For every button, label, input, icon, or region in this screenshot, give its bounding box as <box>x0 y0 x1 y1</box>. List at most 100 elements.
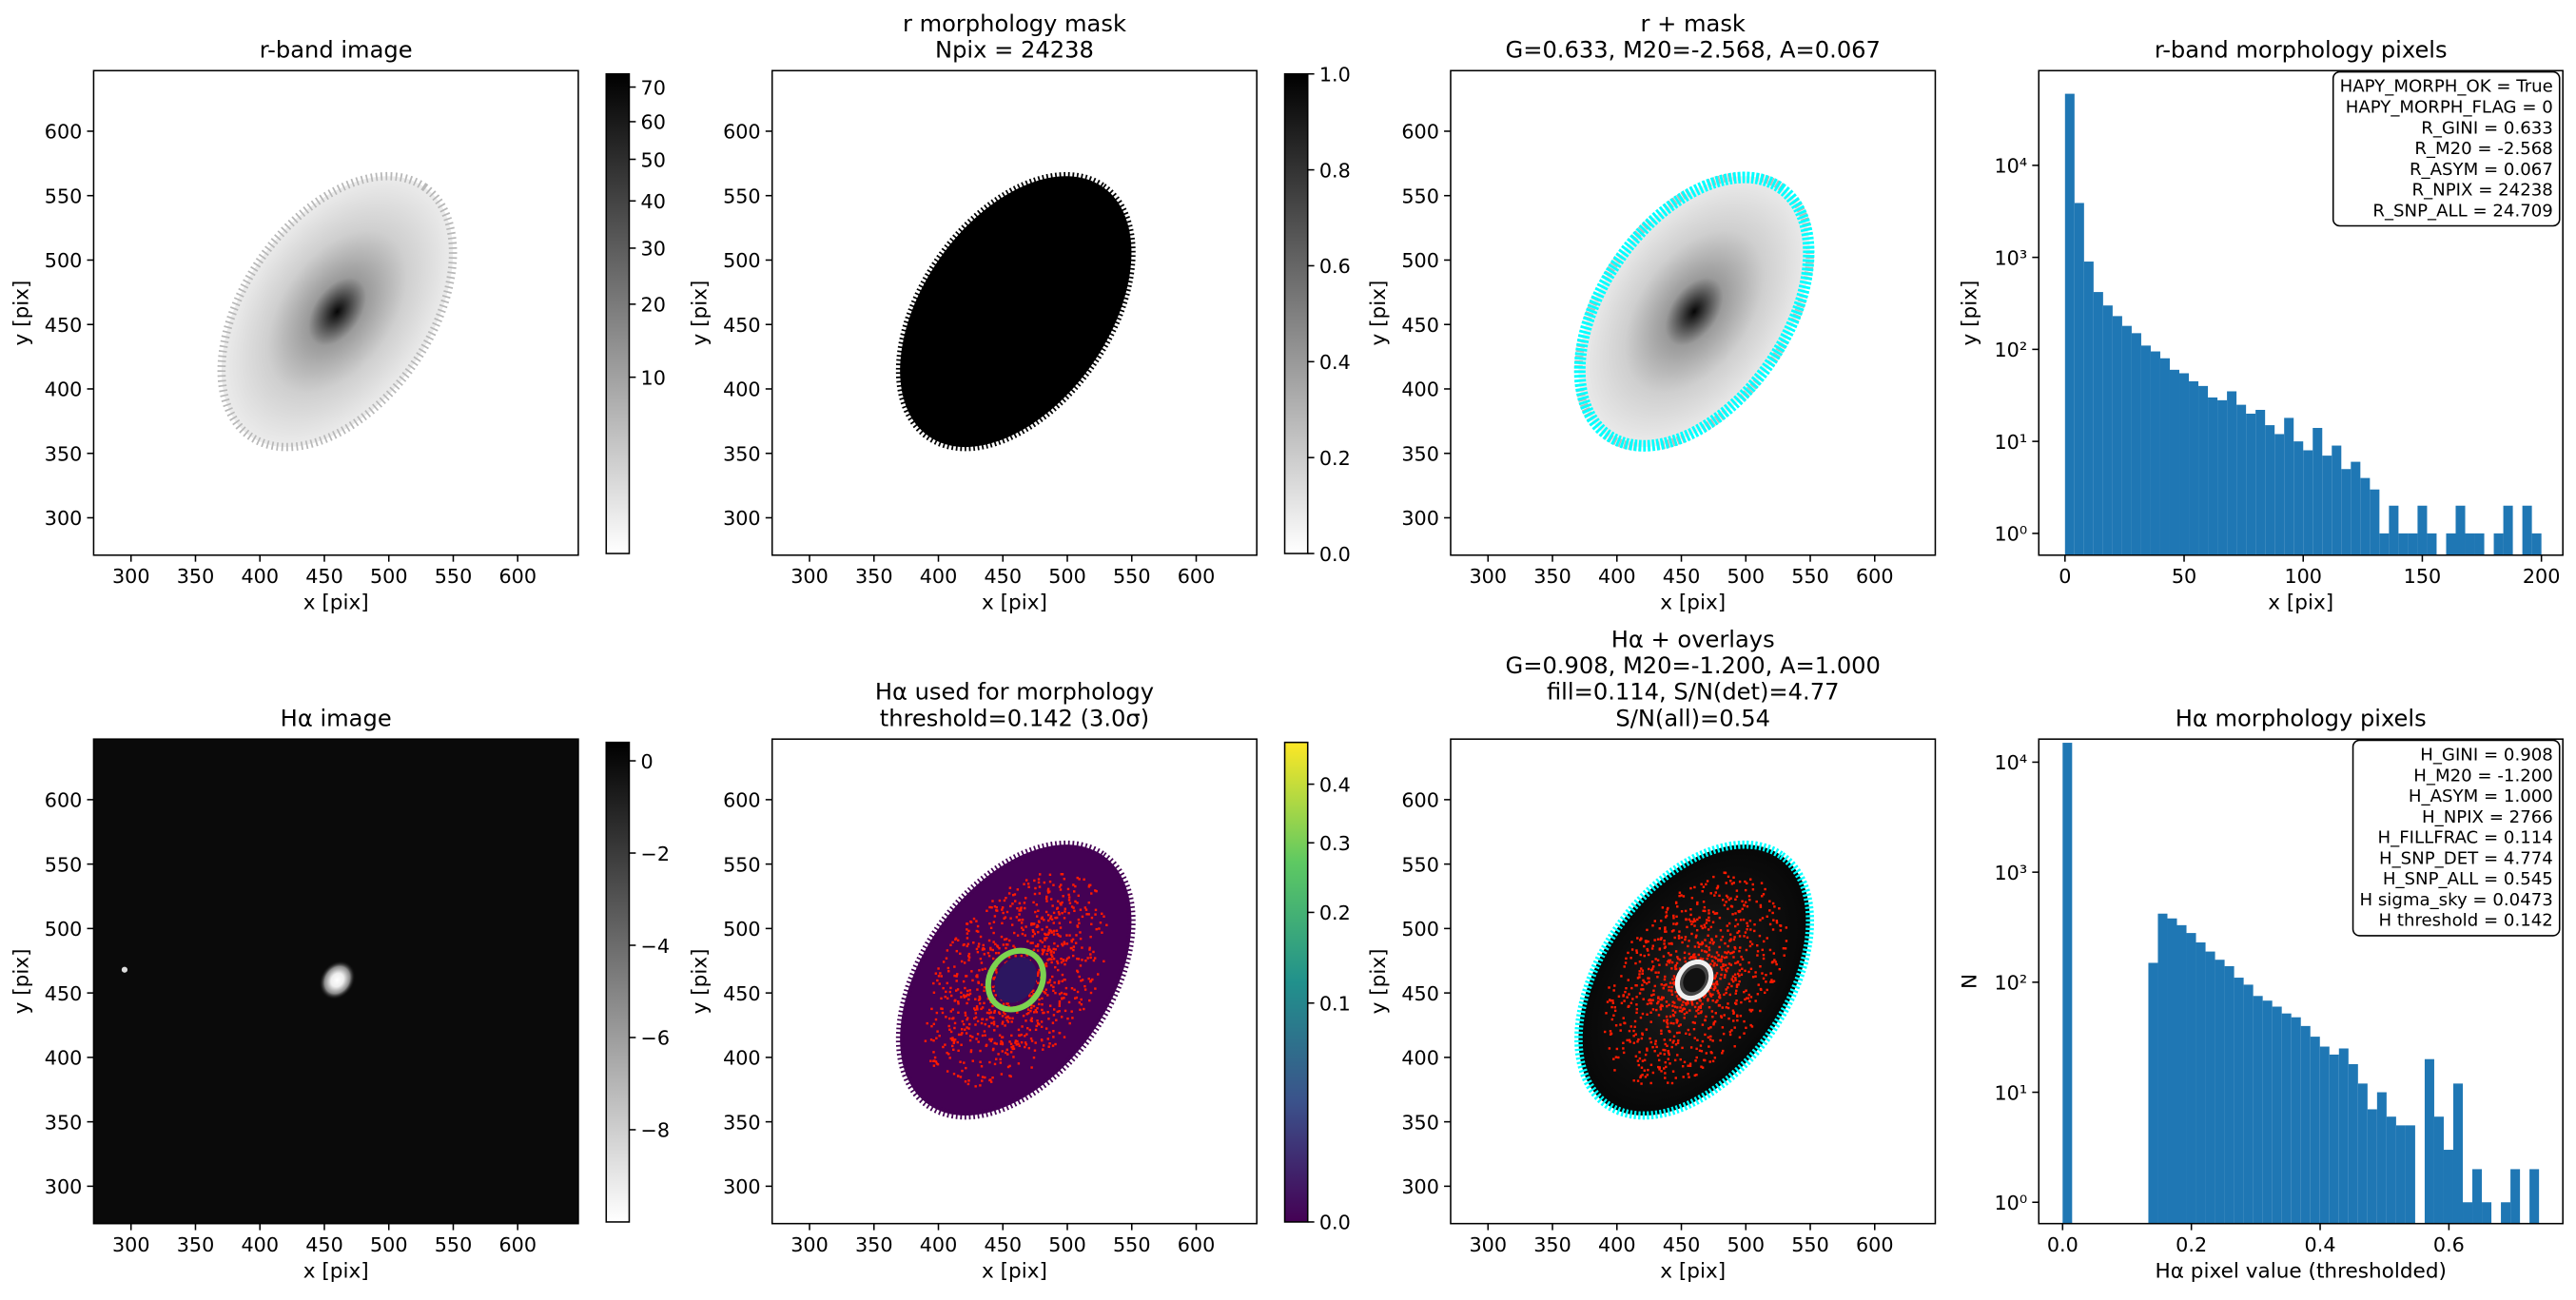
speckle <box>1012 1056 1015 1058</box>
speckle <box>939 972 942 975</box>
speckle <box>1622 1041 1625 1044</box>
speckle <box>1732 938 1736 941</box>
speckle <box>1640 967 1643 970</box>
speckle <box>1645 1028 1649 1031</box>
speckle <box>1685 1032 1688 1036</box>
speckle <box>1066 887 1070 891</box>
speckle <box>951 1008 954 1011</box>
speckle <box>1048 980 1051 984</box>
speckle <box>1727 962 1731 965</box>
y-tick-label: 550 <box>1401 853 1439 876</box>
speckle <box>1782 947 1786 950</box>
bar <box>2510 1169 2521 1224</box>
speckle <box>1699 957 1703 960</box>
speckle <box>1778 907 1781 910</box>
speckle <box>1713 1019 1717 1023</box>
speckle <box>967 998 970 1001</box>
speckle <box>1054 916 1057 920</box>
speckle <box>976 1019 980 1023</box>
speckle <box>1632 1079 1635 1082</box>
speckle <box>1739 919 1743 922</box>
speckle <box>1068 934 1071 937</box>
speckle <box>1014 1041 1017 1044</box>
speckle <box>966 993 969 997</box>
speckle <box>1051 1021 1055 1024</box>
speckle <box>1700 924 1703 928</box>
bar <box>2074 203 2084 555</box>
speckle <box>1671 978 1674 980</box>
speckle <box>1677 937 1681 940</box>
speckle <box>1678 967 1682 970</box>
speckle <box>1041 1038 1044 1042</box>
speckle <box>1729 897 1732 900</box>
speckle <box>1771 911 1774 915</box>
speckle <box>1727 966 1729 970</box>
speckle <box>994 994 998 997</box>
speckle <box>1080 1002 1083 1006</box>
speckle <box>953 1021 957 1025</box>
speckle <box>1046 949 1049 953</box>
speckle <box>1688 1009 1691 1012</box>
speckle <box>1698 1049 1702 1053</box>
speckle <box>1664 927 1667 931</box>
speckle <box>1072 883 1075 886</box>
speckle <box>1641 1032 1644 1035</box>
panel-title: r morphology mask <box>903 10 1126 37</box>
speckle <box>1058 980 1061 983</box>
speckle <box>1700 949 1704 952</box>
speckle <box>1661 996 1664 999</box>
speckle <box>1721 968 1724 971</box>
speckle <box>929 1038 933 1041</box>
speckle <box>1035 915 1039 918</box>
speckle <box>1051 1044 1055 1047</box>
speckle <box>1681 941 1684 944</box>
speckle <box>1020 954 1024 958</box>
x-tick-label: 600 <box>498 565 537 588</box>
speckle <box>1059 926 1063 929</box>
speckle <box>994 951 998 955</box>
speckle <box>1001 1042 1005 1046</box>
speckle <box>1740 973 1744 977</box>
speckle <box>1029 941 1032 944</box>
speckle <box>1747 895 1751 898</box>
speckle <box>1043 937 1046 941</box>
speckle <box>1020 922 1024 924</box>
speckle <box>1036 1019 1039 1022</box>
speckle <box>964 1014 967 1017</box>
speckle <box>1701 1066 1705 1069</box>
speckle <box>1646 1049 1649 1052</box>
speckle <box>973 1008 977 1012</box>
speckle <box>945 957 948 960</box>
bar <box>2443 1150 2453 1224</box>
speckle <box>1022 1014 1025 1018</box>
speckle <box>1674 950 1678 953</box>
speckle <box>1034 886 1037 890</box>
y-tick-label: 300 <box>723 1175 761 1198</box>
speckle <box>1759 1009 1762 1013</box>
x-axis-label: Hα pixel value (thresholded) <box>2155 1260 2446 1284</box>
speckle <box>1678 891 1682 894</box>
speckle <box>1668 985 1670 989</box>
speckle <box>1095 927 1098 931</box>
speckle <box>1668 959 1670 962</box>
speckle <box>1711 1039 1714 1042</box>
y-tick-label: 550 <box>723 184 761 207</box>
speckle <box>1732 876 1735 879</box>
y-tick-label: 350 <box>723 442 761 465</box>
speckle <box>1728 952 1732 955</box>
speckle <box>1030 995 1034 998</box>
speckle <box>1732 1019 1735 1022</box>
speckle <box>1646 1047 1649 1050</box>
speckle <box>1708 948 1711 952</box>
speckle <box>1053 941 1056 945</box>
speckle <box>1713 961 1716 965</box>
speckle <box>1638 992 1642 995</box>
speckle <box>1676 1041 1680 1044</box>
y-axis-label: y [pix] <box>1367 948 1391 1014</box>
speckle <box>968 989 971 992</box>
speckle <box>1759 903 1763 907</box>
speckle <box>966 1017 969 1019</box>
speckle <box>1613 1069 1616 1072</box>
colorbar <box>605 741 631 1223</box>
